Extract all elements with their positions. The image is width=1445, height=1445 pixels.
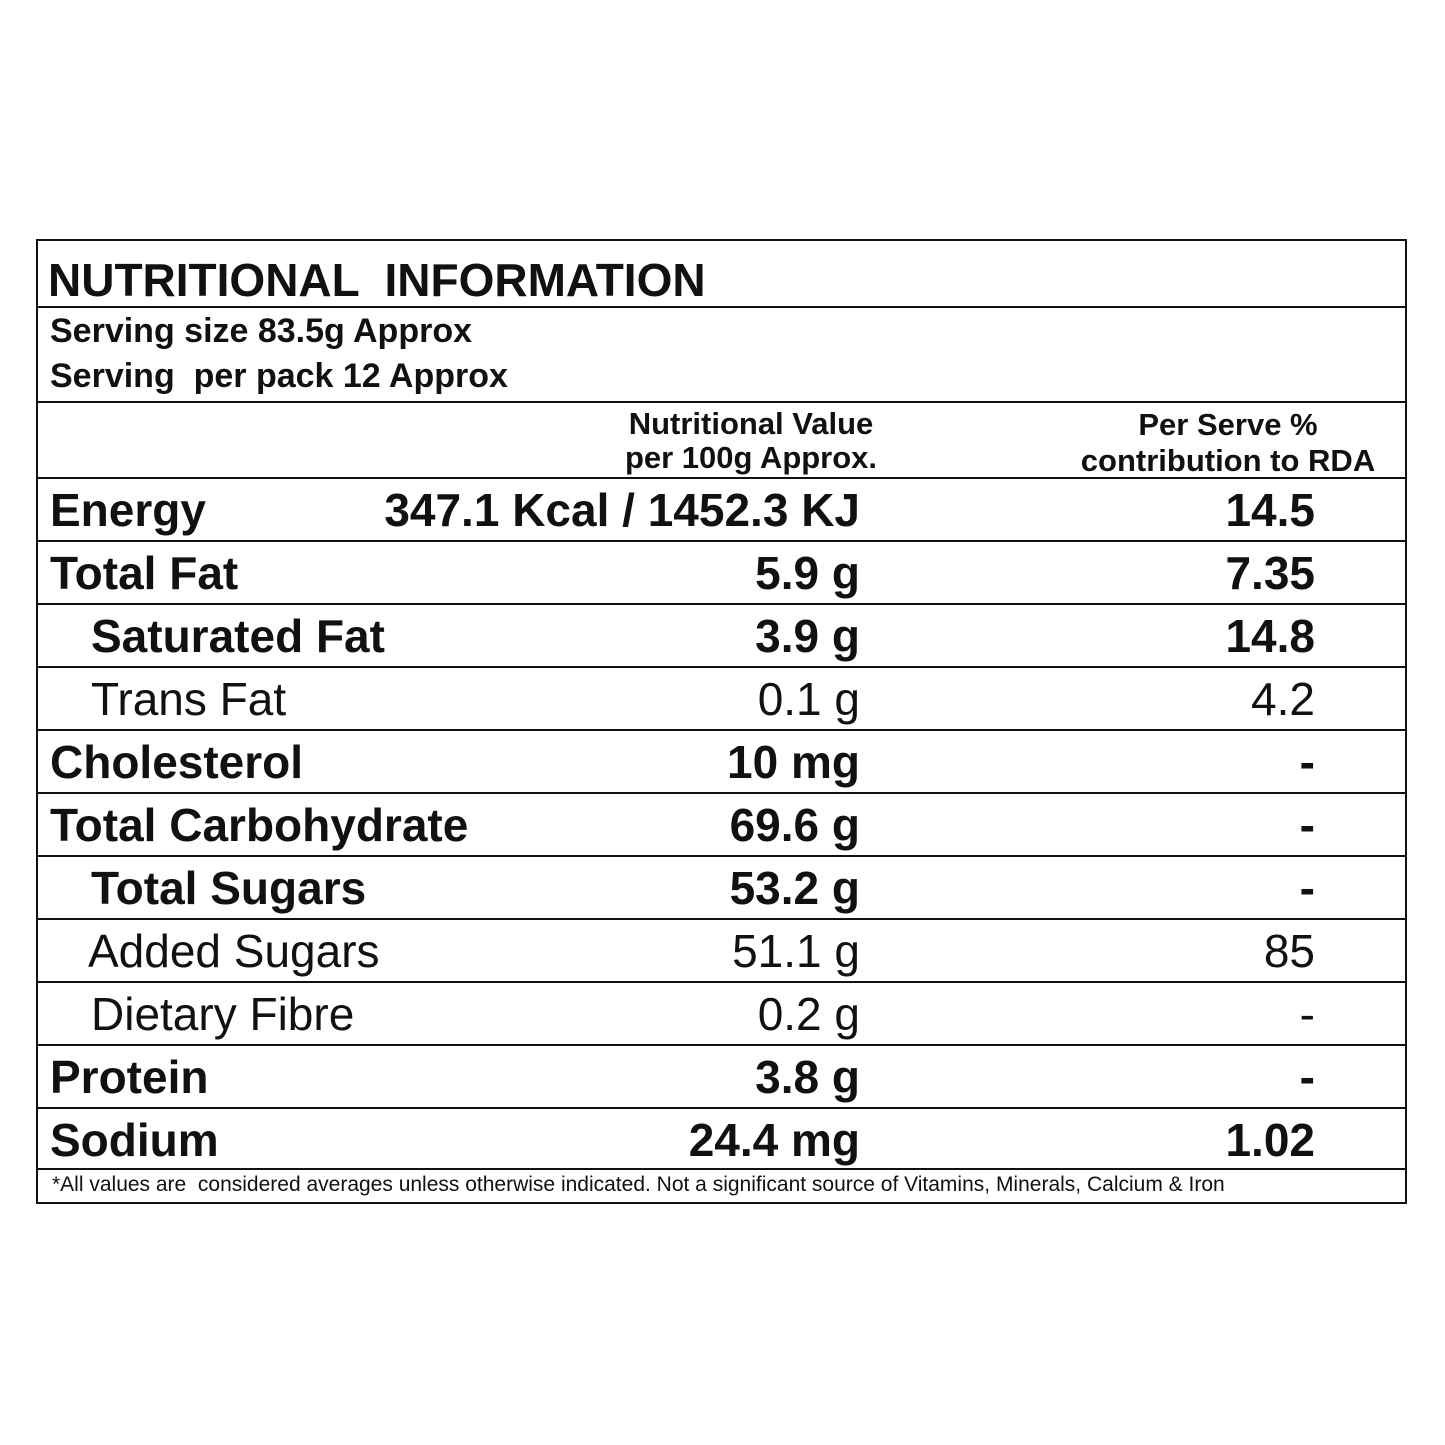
nutrient-rda: 4.2 [1251,673,1315,725]
row-sodium: Sodium 24.4 mg 1.02 [38,1109,1405,1170]
row-dietary-fibre: Dietary Fibre 0.2 g - [38,983,1405,1046]
table-title: NUTRITIONAL INFORMATION [48,254,706,306]
nutrient-value: 3.8 g [755,1051,860,1103]
nutrient-value: 51.1 g [732,925,860,977]
rda-header-line1: Per Serve % [1138,407,1318,442]
value-column-header: Nutritional Value per 100g Approx. [591,407,911,475]
nutrient-value: 53.2 g [729,862,860,914]
rda-column-header: Per Serve % contribution to RDA [1048,407,1408,479]
nutrient-label: Protein [50,1051,209,1103]
nutrient-value: 5.9 g [755,547,860,599]
serving-size: Serving size 83.5g Approx [50,312,472,350]
nutrient-rda: 7.35 [1225,547,1315,599]
nutrient-value: 0.1 g [757,673,860,725]
nutrient-label: Added Sugars [88,925,380,977]
nutrient-value: 24.4 mg [688,1114,860,1166]
nutrient-value: 0.2 g [757,988,860,1040]
nutrient-rda: 85 [1263,925,1315,977]
nutrient-label: Total Fat [50,547,239,599]
row-energy: Energy 347.1 Kcal / 1452.3 KJ 14.5 [38,479,1405,542]
nutrient-rda: 14.8 [1225,610,1315,662]
nutrient-label: Energy [50,484,206,536]
nutrient-label: Saturated Fat [91,610,385,662]
nutrient-rda: 14.5 [1225,484,1315,536]
row-cholesterol: Cholesterol 10 mg - [38,731,1405,794]
row-total-fat: Total Fat 5.9 g 7.35 [38,542,1405,605]
nutrient-rda: 1.02 [1225,1114,1315,1166]
row-added-sugars: Added Sugars 51.1 g 85 [38,920,1405,983]
value-header-line2: per 100g Approx. [624,440,878,475]
row-saturated-fat: Saturated Fat 3.9 g 14.8 [38,605,1405,668]
nutrient-rda: - [1299,736,1315,788]
row-trans-fat: Trans Fat 0.1 g 4.2 [38,668,1405,731]
nutrition-table: NUTRITIONAL INFORMATION Serving size 83.… [36,239,1407,1204]
row-total-carbohydrate: Total Carbohydrate 69.6 g - [38,794,1405,857]
nutrient-rda: - [1299,988,1315,1040]
nutrient-value: 347.1 Kcal / 1452.3 KJ [384,484,860,536]
nutrient-rda: - [1299,799,1315,851]
nutrient-rda: - [1299,1051,1315,1103]
servings-per-pack: Serving per pack 12 Approx [50,357,508,395]
row-total-sugars: Total Sugars 53.2 g - [38,857,1405,920]
nutrient-label: Sodium [50,1114,219,1166]
title-row: NUTRITIONAL INFORMATION [38,241,1405,308]
rda-header-line2: contribution to RDA [1080,443,1376,478]
nutrient-label: Trans Fat [91,673,287,725]
column-header-row: Nutritional Value per 100g Approx. Per S… [38,403,1405,479]
value-header-line1: Nutritional Value [628,406,874,441]
nutrient-rda: - [1299,862,1315,914]
footnote-row: *All values are considered averages unle… [38,1168,1405,1204]
nutrient-label: Dietary Fibre [91,988,355,1040]
nutrient-value: 69.6 g [729,799,860,851]
nutrient-label: Total Carbohydrate [50,799,469,851]
row-protein: Protein 3.8 g - [38,1046,1405,1109]
nutrient-label: Cholesterol [50,736,304,788]
footnote: *All values are considered averages unle… [52,1173,1225,1196]
serving-info: Serving size 83.5g Approx Serving per pa… [38,308,1405,403]
nutrient-label: Total Sugars [91,862,367,914]
nutrient-value: 10 mg [727,736,860,788]
nutrient-value: 3.9 g [755,610,860,662]
